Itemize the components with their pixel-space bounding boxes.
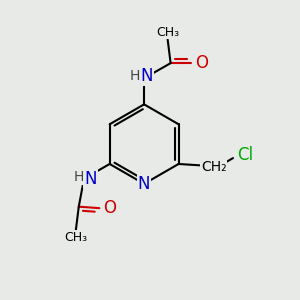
Text: N: N xyxy=(84,170,97,188)
Text: Cl: Cl xyxy=(237,146,253,164)
Text: O: O xyxy=(195,54,208,72)
Text: CH₃: CH₃ xyxy=(156,26,179,39)
Text: H: H xyxy=(74,170,84,184)
Text: O: O xyxy=(103,199,116,217)
Text: N: N xyxy=(138,175,150,193)
Text: CH₃: CH₃ xyxy=(64,231,87,244)
Text: CH₂: CH₂ xyxy=(201,160,227,174)
Text: N: N xyxy=(141,68,153,85)
Text: H: H xyxy=(130,69,140,83)
